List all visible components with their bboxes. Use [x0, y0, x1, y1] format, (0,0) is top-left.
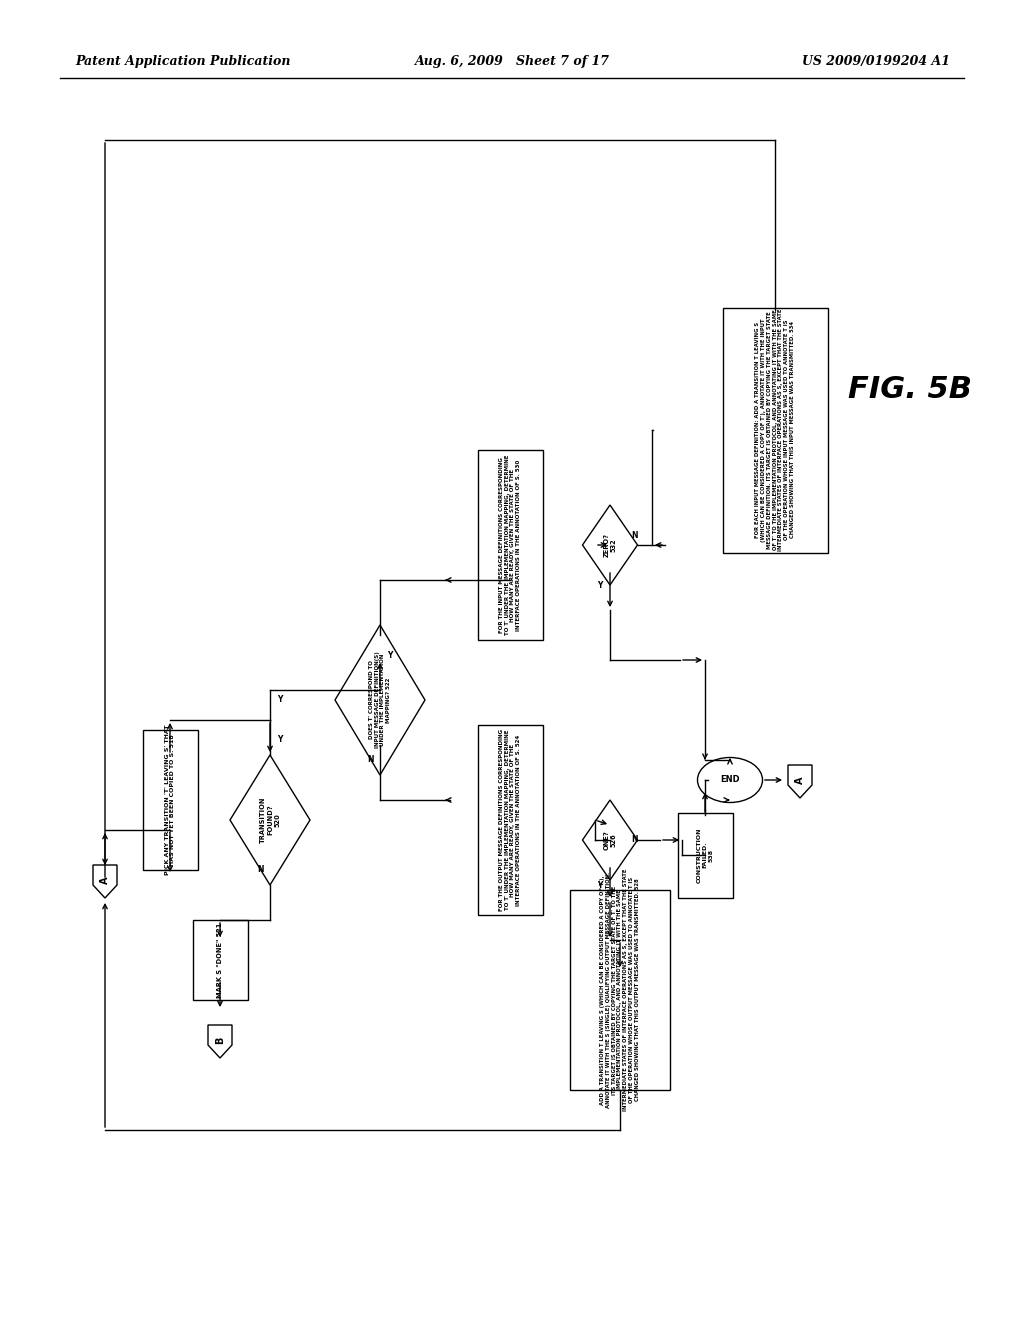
Text: FIG. 5B: FIG. 5B [848, 375, 972, 404]
Text: US 2009/0199204 A1: US 2009/0199204 A1 [802, 55, 950, 69]
Text: TRANSITION
FOUND?
520: TRANSITION FOUND? 520 [260, 797, 280, 843]
Text: ONE?
526: ONE? 526 [603, 830, 616, 850]
FancyBboxPatch shape [477, 725, 543, 915]
FancyBboxPatch shape [477, 450, 543, 640]
Text: Y: Y [597, 880, 603, 890]
Text: Y: Y [597, 581, 603, 590]
FancyBboxPatch shape [142, 730, 198, 870]
Polygon shape [208, 1026, 232, 1059]
Text: END: END [720, 776, 739, 784]
Text: ADD A TRANSITION T LEAVING S (WHICH CAN BE CONSIDERED A COPY OF T'),
ANNOTATE IT: ADD A TRANSITION T LEAVING S (WHICH CAN … [600, 869, 640, 1111]
Text: N: N [367, 755, 374, 764]
Polygon shape [583, 800, 638, 880]
Text: DOES T' CORRESPOND TO
INPUT MESSAGE DEFINITION(S)
UNDER THE IMPLEMENTATION
MAPPI: DOES T' CORRESPOND TO INPUT MESSAGE DEFI… [369, 652, 391, 748]
Polygon shape [788, 766, 812, 799]
FancyBboxPatch shape [723, 308, 827, 553]
FancyBboxPatch shape [193, 920, 248, 1001]
Text: Patent Application Publication: Patent Application Publication [75, 55, 291, 69]
Text: N: N [257, 866, 263, 874]
Polygon shape [93, 865, 117, 898]
FancyBboxPatch shape [678, 813, 732, 898]
Text: Y: Y [278, 696, 283, 705]
Text: PICK ANY TRANSITION 'T' LEAVING S' THAT
HAS NOT YET BEEN COPIED TO S. 518: PICK ANY TRANSITION 'T' LEAVING S' THAT … [165, 725, 175, 875]
FancyBboxPatch shape [570, 890, 670, 1090]
Text: N: N [632, 836, 638, 845]
Text: Aug. 6, 2009   Sheet 7 of 17: Aug. 6, 2009 Sheet 7 of 17 [415, 55, 609, 69]
Text: Y: Y [278, 735, 283, 744]
Polygon shape [230, 755, 310, 884]
Text: FOR THE OUTPUT MESSAGE DEFINITIONS CORRESPONDING
TO T' UNDER THE IMPLEMENTATION : FOR THE OUTPUT MESSAGE DEFINITIONS CORRE… [499, 729, 521, 911]
Polygon shape [335, 624, 425, 775]
Text: A: A [795, 776, 805, 784]
Text: Y: Y [387, 651, 392, 660]
Text: MARK S "DONE" 521: MARK S "DONE" 521 [217, 923, 223, 998]
Text: FOR THE INPUT MESSAGE DEFINITIONS CORRESPONDING
TO T' UNDER THE IMPLEMENTATION M: FOR THE INPUT MESSAGE DEFINITIONS CORRES… [499, 455, 521, 635]
Text: CONSTRUCTION
FAILED.
538: CONSTRUCTION FAILED. 538 [696, 828, 714, 883]
Polygon shape [583, 506, 638, 585]
Text: FOR EACH INPUT MESSAGE DEFINITION: ADD A TRANSITION T LEAVING S
(WHICH CAN BE CO: FOR EACH INPUT MESSAGE DEFINITION: ADD A… [755, 309, 795, 552]
Ellipse shape [697, 758, 763, 803]
Text: ZERO?
532: ZERO? 532 [603, 533, 616, 557]
Text: N: N [632, 531, 638, 540]
Text: B: B [215, 1036, 225, 1044]
Text: A: A [100, 876, 110, 884]
